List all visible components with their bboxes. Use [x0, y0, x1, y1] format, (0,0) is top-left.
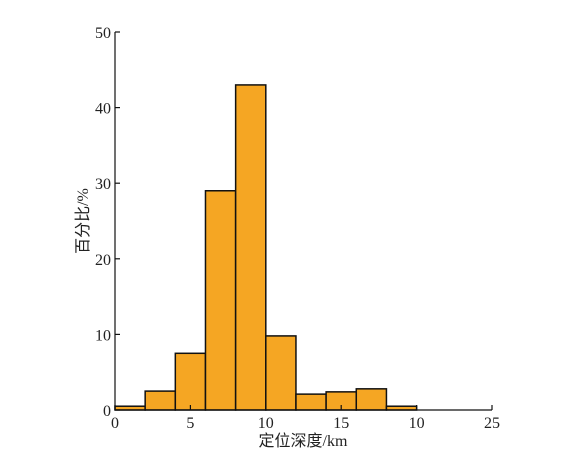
x-tick-label: 10 — [258, 415, 274, 432]
y-tick-label: 50 — [95, 25, 111, 42]
bar — [295, 393, 327, 411]
bar — [174, 352, 207, 411]
bar — [204, 190, 237, 411]
y-tick-label: 30 — [95, 176, 111, 193]
bar — [355, 388, 388, 411]
bar — [144, 390, 177, 411]
x-tick-label: 10 — [409, 415, 425, 432]
x-tick-label: 0 — [111, 415, 119, 432]
y-tick-label: 20 — [95, 252, 111, 269]
y-tick-label: 10 — [95, 327, 111, 344]
y-axis-label: 百分比/% — [74, 188, 92, 254]
x-tick-label: 15 — [333, 415, 349, 432]
y-tick-label: 40 — [95, 101, 111, 118]
y-tick-label: 0 — [103, 403, 111, 420]
bar — [234, 84, 267, 411]
x-axis-label: 定位深度/km — [259, 432, 348, 450]
x-tick-label: 5 — [186, 415, 194, 432]
bar — [265, 335, 297, 411]
x-tick-label: 25 — [484, 415, 500, 432]
